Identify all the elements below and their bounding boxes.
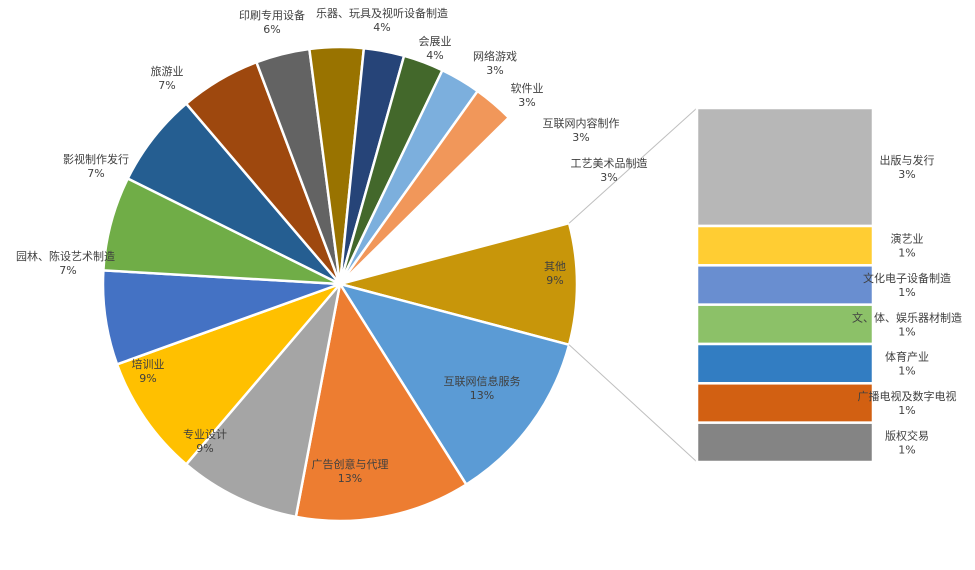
slice-value-label: 7%	[87, 167, 104, 180]
bar-segment-item-5	[695, 382, 875, 424]
slice-value-label: 4%	[373, 21, 390, 34]
pie-slices	[101, 45, 579, 523]
slice-value-label: 6%	[263, 23, 280, 36]
bar-value-label: 1%	[898, 365, 915, 378]
slice-label: 软件业	[511, 81, 544, 95]
slice-label: 园林、陈设艺术制造	[16, 249, 115, 263]
slice-label: 其他	[544, 260, 566, 273]
bar-label: 文、体、娱乐器材制造	[852, 310, 962, 324]
slice-label: 互联网内容制作	[543, 116, 620, 130]
slice-label: 影视制作发行	[63, 152, 129, 166]
pie-slice-item-14	[338, 89, 511, 285]
bar-value-label: 1%	[898, 286, 915, 299]
bar-label: 体育产业	[885, 350, 929, 364]
slice-label: 会展业	[419, 35, 452, 48]
slice-value-label: 3%	[600, 171, 617, 184]
pie-slice-item-2	[294, 280, 469, 523]
slice-value-label: 7%	[158, 79, 175, 92]
slice-label: 互联网信息服务	[444, 374, 521, 388]
slice-value-label: 9%	[139, 372, 156, 385]
bar-label: 出版与发行	[880, 153, 935, 167]
slice-label: 专业设计	[183, 427, 227, 441]
data-labels: 其他9%互联网信息服务13%广告创意与代理13%专业设计9%培训业9%园林、陈设…	[16, 6, 962, 485]
bar-segment-item-1	[695, 224, 875, 267]
bar-value-label: 3%	[898, 168, 915, 181]
bar-label: 广播电视及数字电视	[858, 389, 957, 403]
connector-line-top	[568, 107, 698, 224]
bar-label: 文化电子设备制造	[863, 271, 951, 285]
slice-value-label: 4%	[426, 49, 443, 62]
slice-label: 乐器、玩具及视听设备制造	[316, 6, 448, 20]
bar-value-label: 1%	[898, 443, 915, 456]
bar-label: 演艺业	[891, 232, 924, 246]
slice-label: 网络游戏	[473, 49, 517, 63]
slice-label: 培训业	[132, 357, 165, 371]
slice-value-label: 9%	[546, 274, 563, 287]
pie-slice-item-4	[115, 281, 345, 467]
bar-segment-item-6	[695, 421, 875, 464]
pie-slice-item-3	[184, 279, 343, 519]
slice-label: 印刷专用设备	[239, 8, 305, 22]
bar-value-label: 1%	[898, 404, 915, 417]
slice-value-label: 9%	[196, 442, 213, 455]
slice-value-label: 3%	[486, 64, 503, 77]
slice-label: 旅游业	[151, 64, 184, 78]
bar-segment-item-0	[695, 106, 875, 228]
slice-value-label: 7%	[59, 264, 76, 277]
slice-value-label: 13%	[470, 389, 494, 402]
slice-label: 工艺美术品制造	[571, 156, 648, 170]
bar-value-label: 1%	[898, 325, 915, 338]
pie-slice-item-1	[337, 281, 571, 487]
slice-value-label: 3%	[518, 96, 535, 109]
slice-value-label: 13%	[338, 472, 362, 485]
slice-label: 广告创意与代理	[312, 457, 389, 471]
bar-segment-item-4	[695, 342, 875, 385]
pie-slice-item-0	[335, 221, 579, 347]
connector-line-bottom	[568, 344, 698, 463]
secondary-bar	[695, 106, 875, 464]
slice-value-label: 3%	[572, 131, 589, 144]
bar-segment-item-3	[695, 303, 875, 346]
bar-segment-item-2	[695, 264, 875, 306]
bar-label: 版权交易	[885, 428, 929, 442]
bar-value-label: 1%	[898, 247, 915, 260]
connector-lines	[568, 107, 698, 463]
